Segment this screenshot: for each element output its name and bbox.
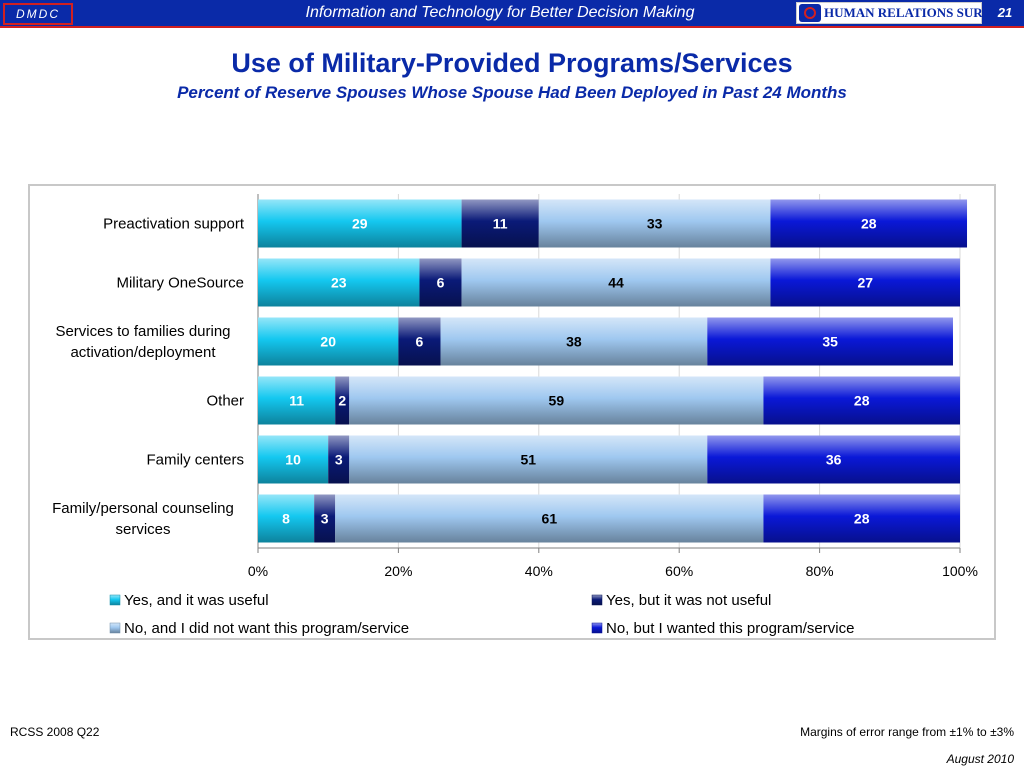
x-tick-label: 100% [942, 563, 978, 579]
category-label: Other [206, 393, 244, 410]
bar-segment [335, 494, 764, 543]
legend-swatch [109, 622, 121, 634]
category-label: Family/personal counseling services [52, 500, 234, 538]
legend-label: Yes, but it was not useful [606, 592, 771, 609]
bar-segment [258, 199, 462, 248]
data-label: 11 [493, 216, 508, 232]
data-label: 10 [285, 452, 301, 468]
bar-segment [258, 317, 399, 366]
x-tick-label: 60% [665, 563, 693, 579]
bar-segment [398, 317, 441, 366]
data-label: 27 [857, 275, 873, 291]
legend-label: No, but I wanted this program/service [606, 620, 854, 637]
bar-segment [763, 376, 960, 425]
legend-swatch [591, 622, 603, 634]
bar-segment [258, 376, 336, 425]
bar-segment [258, 435, 329, 484]
bar-segment [770, 199, 968, 248]
hrs-wordmark: HUMAN RELATIONS SURVEYS [824, 5, 1017, 20]
bar-segment [770, 258, 960, 307]
bar-segment [419, 258, 462, 307]
bar-segment [349, 435, 708, 484]
category-label: Preactivation support [103, 216, 245, 233]
data-label: 29 [352, 216, 368, 232]
stacked-bar-chart: 0% 20% 40% 60% 80% 100%29 11 33 28Preactivation … [52, 194, 978, 637]
bar-segment [349, 376, 764, 425]
footer-source: RCSS 2008 Q22 [10, 725, 100, 739]
bar-segment [440, 317, 708, 366]
bar-segment [461, 258, 771, 307]
x-tick-label: 0% [248, 563, 268, 579]
data-label: 44 [608, 275, 624, 291]
header-tagline: Information and Technology for Better De… [305, 4, 695, 21]
bar-segment [707, 435, 960, 484]
bar-segment [258, 494, 315, 543]
data-label: 11 [289, 393, 304, 409]
bar-segment [461, 199, 539, 248]
data-label: 6 [437, 275, 445, 291]
x-tick-label: 20% [384, 563, 412, 579]
hrs-emblem-icon [799, 4, 821, 22]
legend-label: No, and I did not want this program/serv… [124, 620, 409, 637]
category-label: Services to families during activation/de… [55, 323, 230, 361]
data-label: 51 [520, 452, 536, 468]
dmdc-logo: DMDC [3, 3, 73, 25]
data-label: 28 [854, 393, 870, 409]
data-label: 3 [321, 511, 329, 527]
data-label: 8 [282, 511, 290, 527]
legend-swatch [591, 594, 603, 606]
data-label: 61 [542, 511, 558, 527]
data-label: 23 [331, 275, 347, 291]
data-label: 6 [416, 334, 424, 350]
data-label: 28 [854, 511, 870, 527]
category-label: Military OneSource [116, 275, 244, 292]
x-tick-label: 40% [525, 563, 553, 579]
chart-subtitle: Percent of Reserve Spouses Whose Spouse … [177, 83, 847, 102]
data-label: 3 [335, 452, 343, 468]
chart-frame: 0% 20% 40% 60% 80% 100% 29 11 33 28 Preactivation … [28, 184, 996, 640]
bar-segment [538, 199, 771, 248]
chart-title: Use of Military-Provided Programs/Servic… [231, 48, 793, 78]
legend-label: Yes, and it was useful [124, 592, 269, 609]
data-label: 36 [826, 452, 842, 468]
data-label: 35 [822, 334, 838, 350]
data-label: 2 [338, 393, 346, 409]
data-label: 59 [549, 393, 565, 409]
bar-segment [707, 317, 953, 366]
human-relations-surveys-logo: HUMAN RELATIONS SURVEYS [796, 2, 1017, 24]
x-tick-label: 80% [806, 563, 834, 579]
page-number: 21 [997, 5, 1013, 20]
data-label: 33 [647, 216, 663, 232]
legend-swatch [109, 594, 121, 606]
footer-margin-of-error: Margins of error range from ±1% to ±3% [800, 725, 1014, 739]
bar-segment [258, 258, 420, 307]
footer-date: August 2010 [946, 752, 1014, 766]
bar-segment [328, 435, 350, 484]
data-label: 38 [566, 334, 582, 350]
data-label: 28 [861, 216, 877, 232]
data-label: 20 [320, 334, 336, 350]
bar-segment [763, 494, 960, 543]
category-label: Family centers [146, 452, 244, 469]
bar-segment [335, 376, 350, 425]
bar-segment [314, 494, 336, 543]
